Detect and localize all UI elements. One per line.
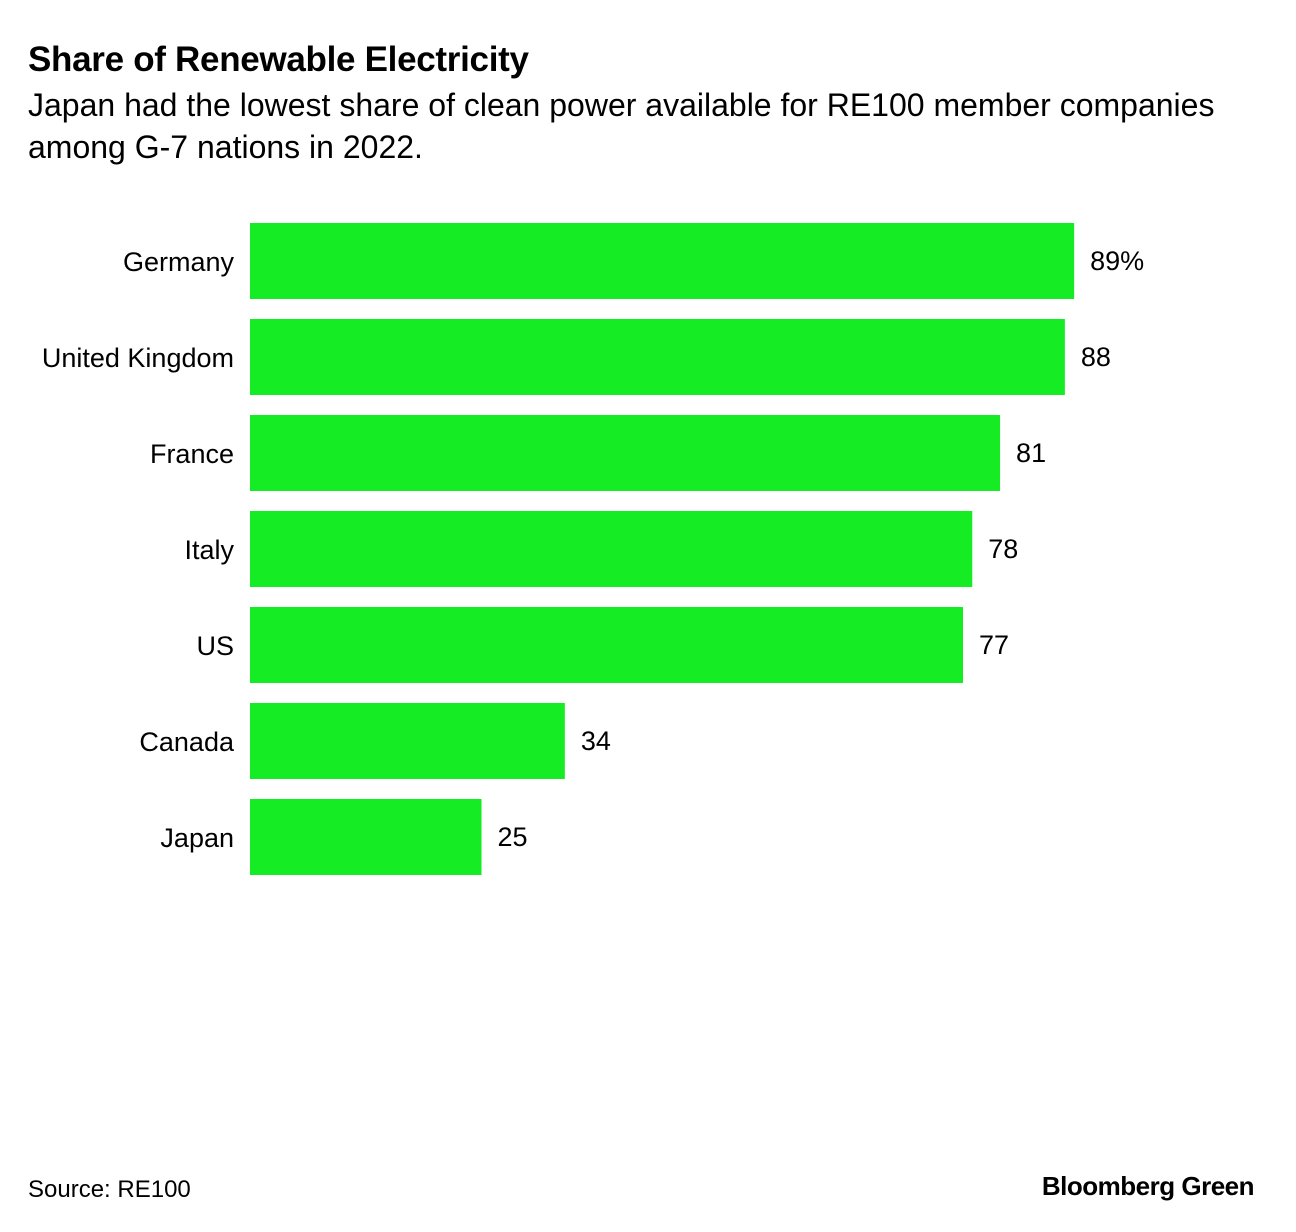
category-label: Canada (139, 727, 235, 757)
bar-united-kingdom (250, 319, 1065, 395)
bar-japan (250, 799, 482, 875)
bar-italy (250, 511, 973, 587)
brand-logo: Bloomberg Green (1041, 1171, 1255, 1201)
value-label: 25 (498, 822, 528, 852)
chart-subtitle: Japan had the lowest share of clean powe… (28, 87, 1215, 165)
chart-title: Share of Renewable Electricity (28, 40, 529, 79)
category-label: Japan (160, 823, 234, 853)
category-label: United Kingdom (42, 343, 234, 373)
value-label: 81 (1016, 438, 1046, 468)
bar-germany (250, 223, 1075, 299)
source-note: Source: RE100 (28, 1176, 191, 1203)
value-label: 34 (581, 726, 611, 756)
value-label: 89% (1090, 246, 1144, 276)
bar-france (250, 415, 1001, 491)
category-label: US (196, 631, 234, 661)
value-label: 88 (1081, 342, 1111, 372)
value-label: 78 (988, 534, 1018, 564)
bar-canada (250, 703, 565, 779)
category-label: Italy (184, 535, 234, 565)
category-label: France (150, 439, 234, 469)
category-label: Germany (123, 247, 235, 277)
bar-us (250, 607, 964, 683)
value-label: 77 (979, 630, 1009, 660)
